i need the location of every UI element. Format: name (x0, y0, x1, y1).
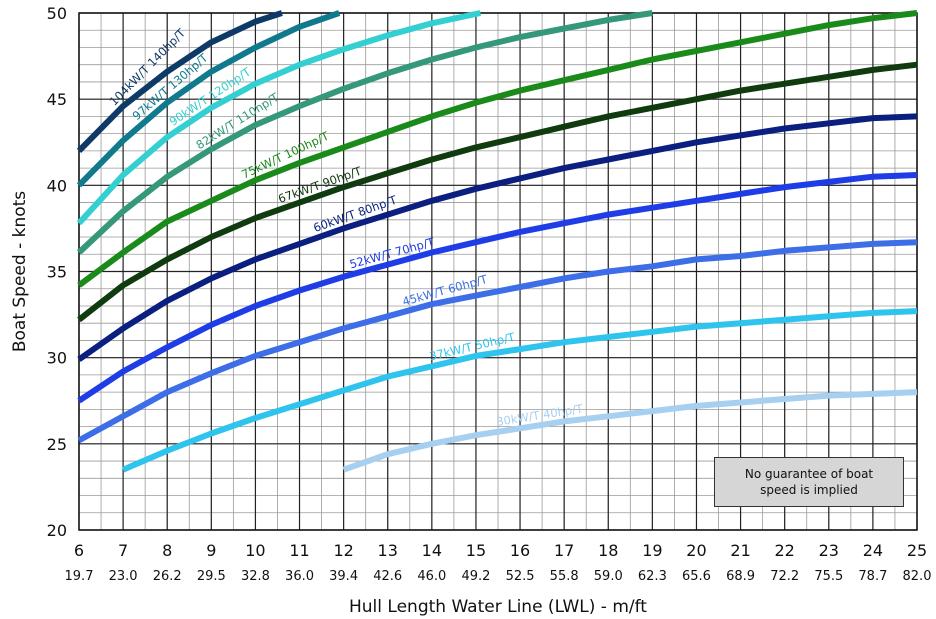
x-tick-label: 7 (118, 541, 128, 560)
disclaimer-line-2: speed is implied (760, 483, 858, 497)
series-line-8 (77, 239, 918, 444)
x-tick-ft-label: 68.9 (726, 569, 755, 584)
x-axis-ticks: 6 7 8 9 10 11 12 13 14 15 16 17 18 19 20 21 22 23 24 25 (74, 541, 927, 560)
x-tick-label: 10 (245, 541, 265, 560)
x-tick-label: 9 (206, 541, 216, 560)
x-tick-label: 18 (598, 541, 618, 560)
disclaimer-note: No guarantee of boat speed is implied (714, 457, 904, 507)
y-tick-label: 20 (47, 521, 67, 540)
x-tick-ft-label: 72.2 (770, 569, 799, 584)
x-tick-ft-label: 19.7 (65, 569, 94, 584)
series-line-9 (121, 308, 918, 473)
y-tick-label: 40 (47, 176, 67, 195)
x-axis-label: Hull Length Water Line (LWL) - m/ft (349, 597, 647, 617)
x-tick-ft-label: 78.7 (858, 569, 887, 584)
x-tick-label: 21 (730, 541, 750, 560)
x-tick-ft-label: 36.0 (285, 569, 314, 584)
x-tick-ft-label: 42.6 (373, 569, 402, 584)
x-tick-label: 23 (819, 541, 839, 560)
y-axis-label: Boat Speed - knots (10, 191, 30, 352)
series-line-7 (77, 172, 918, 404)
x-tick-ft-label: 82.0 (903, 569, 932, 584)
x-tick-ft-label: 75.5 (814, 569, 843, 584)
x-tick-ft-label: 29.5 (197, 569, 226, 584)
x-tick-ft-label: 65.6 (682, 569, 711, 584)
x-tick-label: 17 (554, 541, 574, 560)
x-tick-label: 14 (422, 541, 442, 560)
x-tick-label: 16 (510, 541, 530, 560)
x-axis-ticks-ft: 19.7 23.0 26.2 29.5 32.8 36.0 39.4 42.6 46.0 49.2… (65, 569, 932, 584)
x-tick-label: 6 (74, 541, 84, 560)
x-tick-label: 24 (863, 541, 883, 560)
series-line-3 (76, 10, 653, 255)
x-tick-label: 11 (289, 541, 309, 560)
y-tick-label: 45 (47, 90, 67, 109)
y-tick-label: 35 (47, 263, 67, 282)
y-axis-ticks: 20 25 30 35 40 45 50 (47, 4, 67, 540)
x-tick-label: 12 (333, 541, 353, 560)
x-tick-ft-label: 49.2 (461, 569, 490, 584)
x-tick-ft-label: 26.2 (153, 569, 182, 584)
x-tick-ft-label: 46.0 (417, 569, 446, 584)
series-line-4 (77, 10, 918, 288)
y-tick-label: 25 (47, 435, 67, 454)
series-lines (76, 10, 918, 473)
x-tick-label: 22 (775, 541, 795, 560)
x-tick-label: 25 (907, 541, 927, 560)
x-tick-label: 15 (466, 541, 486, 560)
x-tick-label: 20 (686, 541, 706, 560)
y-tick-label: 30 (47, 349, 67, 368)
x-tick-label: 13 (378, 541, 398, 560)
series-line-1 (76, 10, 341, 188)
series-line-10 (342, 389, 918, 473)
x-tick-ft-label: 39.4 (329, 569, 358, 584)
x-tick-ft-label: 52.5 (506, 569, 535, 584)
x-tick-ft-label: 55.8 (550, 569, 579, 584)
y-tick-label: 50 (47, 4, 67, 23)
plot-frame (78, 12, 918, 531)
series-line-2 (76, 10, 482, 226)
series-line-0 (76, 10, 283, 154)
x-tick-ft-label: 23.0 (109, 569, 138, 584)
x-tick-ft-label: 62.3 (638, 569, 667, 584)
x-tick-ft-label: 32.8 (241, 569, 270, 584)
x-tick-label: 19 (642, 541, 662, 560)
disclaimer-line-1: No guarantee of boat (744, 467, 874, 481)
x-tick-label: 8 (162, 541, 172, 560)
series-line-6 (77, 113, 918, 362)
series-line-5 (77, 61, 918, 323)
x-tick-ft-label: 59.0 (594, 569, 623, 584)
